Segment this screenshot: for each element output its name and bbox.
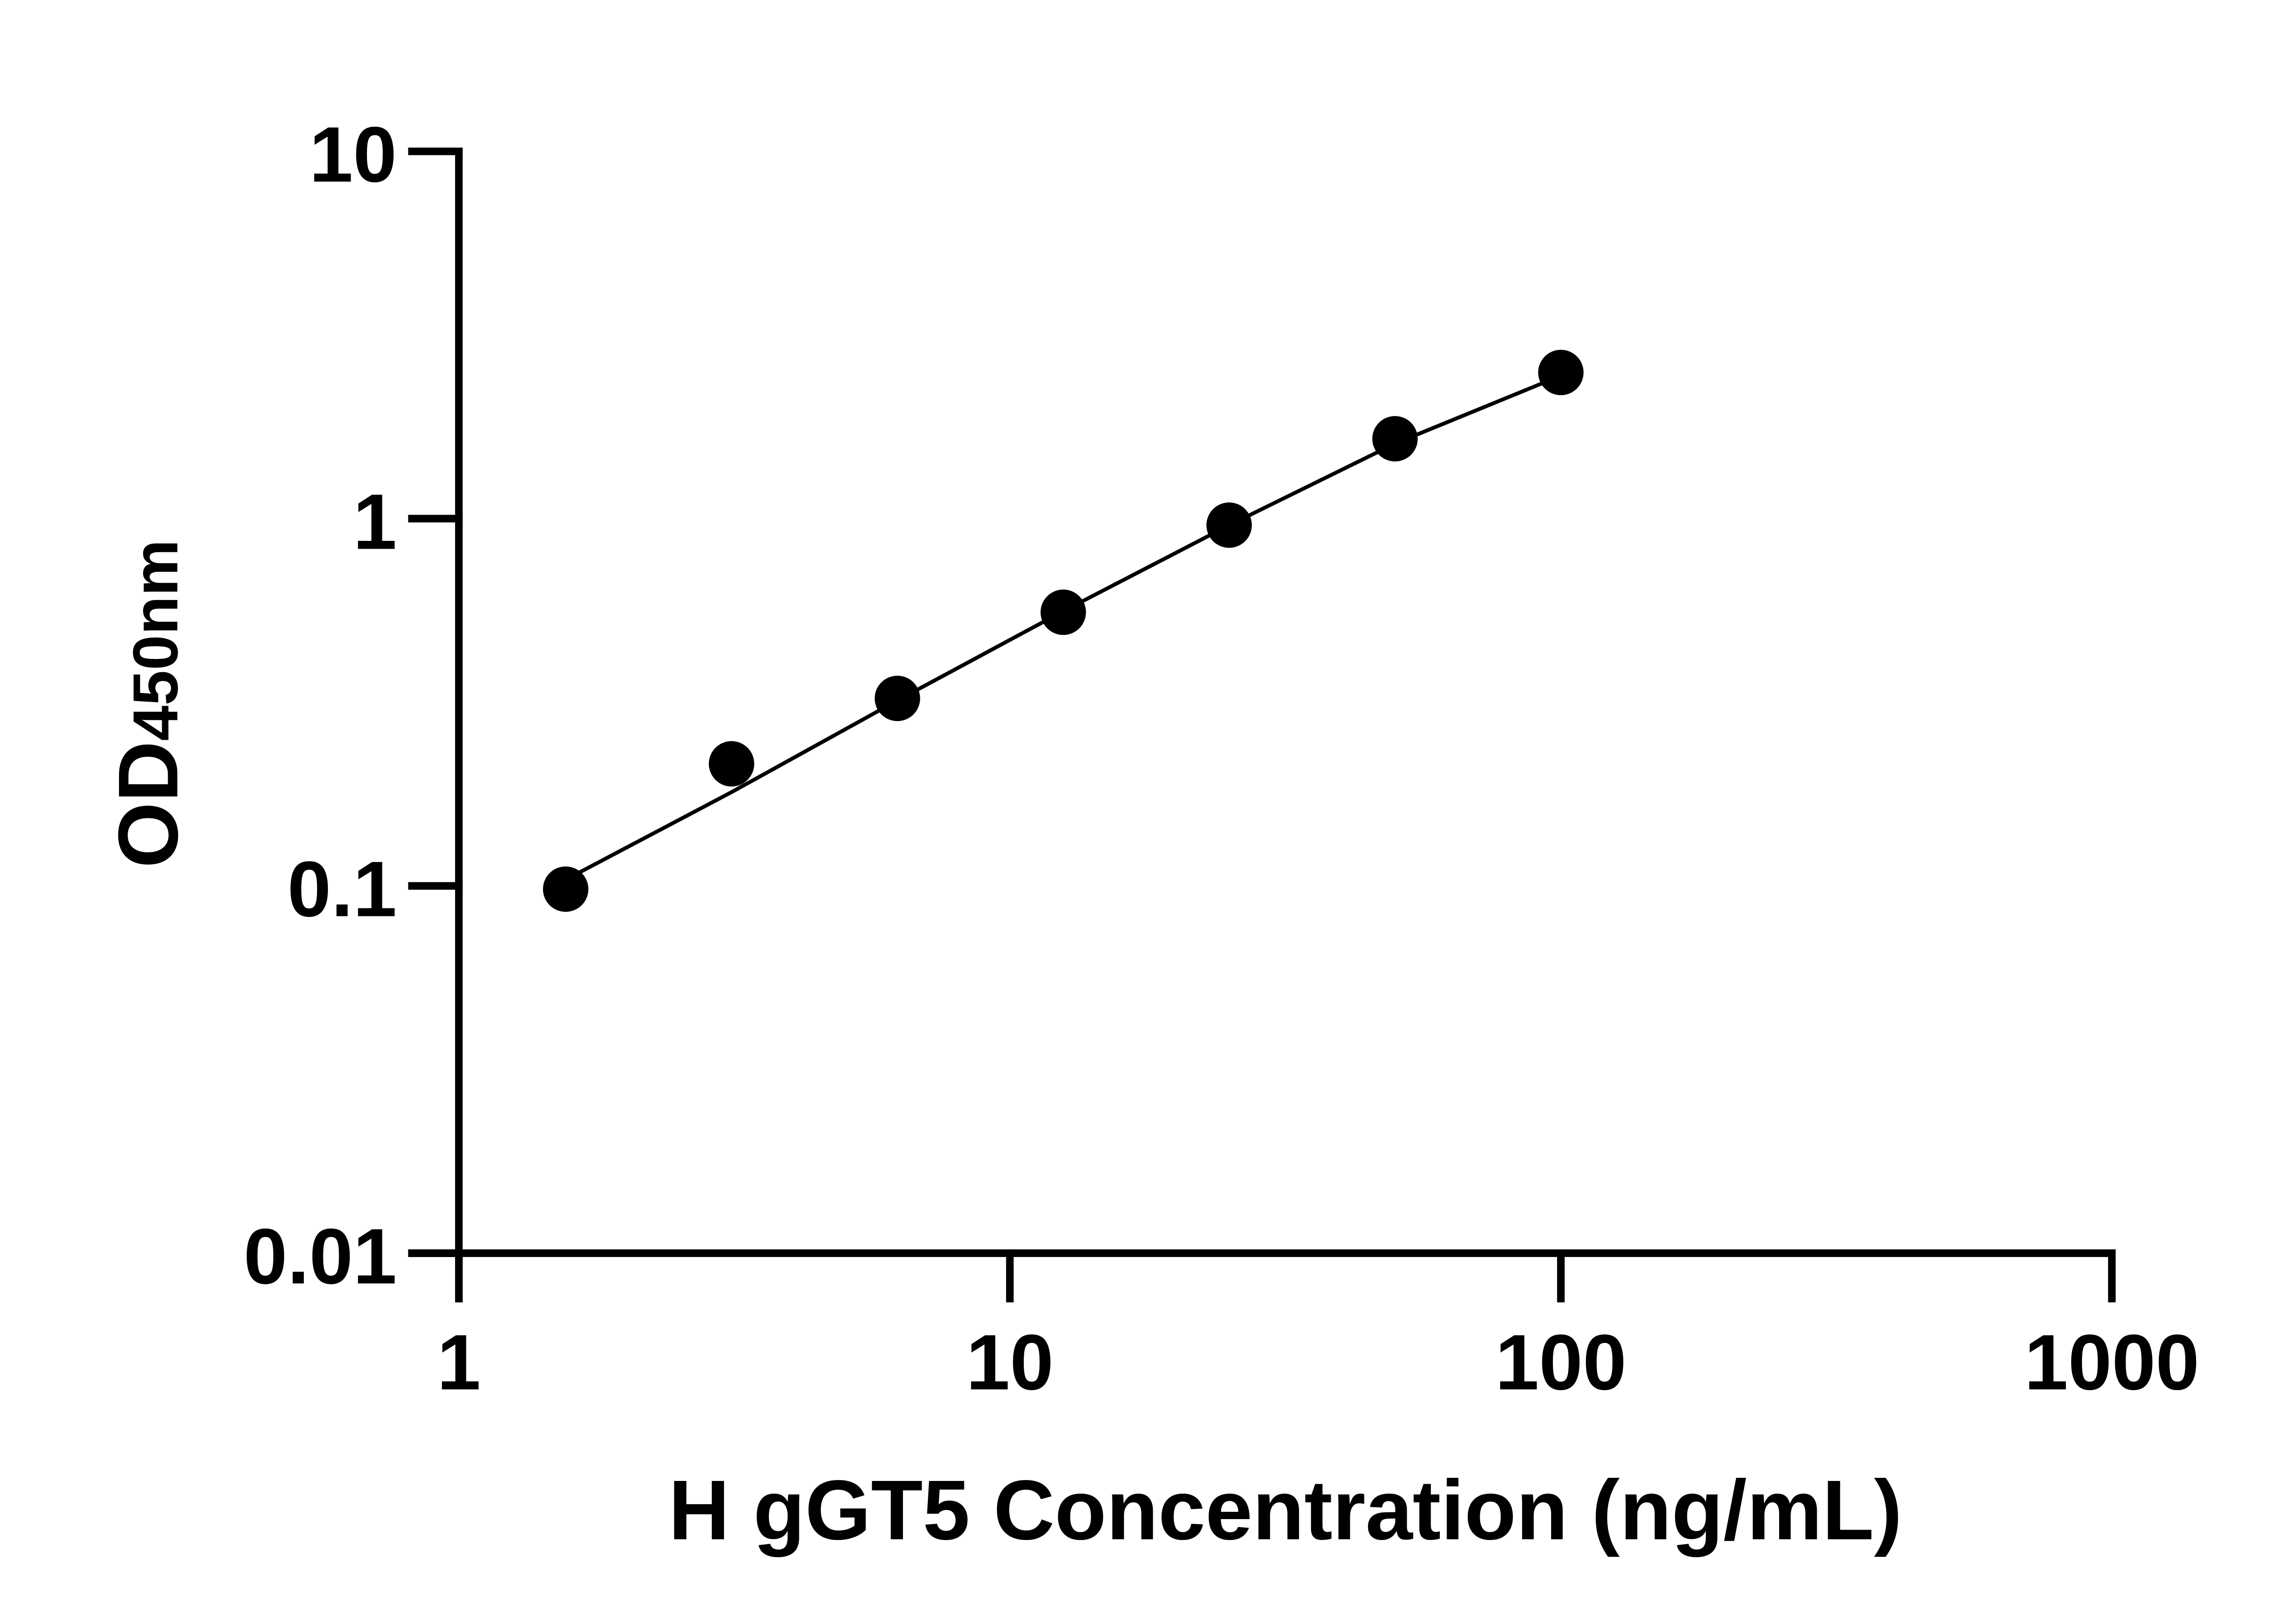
- data-point: [874, 675, 920, 721]
- x-tick-label: 1000: [2024, 1318, 2200, 1406]
- x-axis-label: H gGT5 Concentration (ng/mL): [669, 1462, 1902, 1557]
- y-tick-label: 10: [309, 110, 397, 198]
- y-tick-label: 0.1: [288, 845, 397, 933]
- data-point: [1538, 350, 1584, 396]
- axes: [408, 147, 2116, 1302]
- tick-labels: 0.01 0.1 1 10 1 10 100 1000: [243, 110, 2199, 1406]
- y-axis-label-sub: 450nm: [119, 540, 191, 741]
- x-tick-label: 100: [1495, 1318, 1626, 1406]
- y-tick-label: 1: [353, 478, 397, 566]
- data-point: [1040, 589, 1086, 635]
- data-point: [1372, 416, 1418, 462]
- y-axis-label: OD450nm: [100, 540, 195, 868]
- x-tick-label: 10: [966, 1318, 1054, 1406]
- y-axis-label-main: OD: [100, 741, 195, 868]
- data-points: [543, 350, 1584, 912]
- data-point: [1206, 502, 1252, 548]
- y-tick-label: 0.01: [243, 1212, 397, 1300]
- data-point: [543, 866, 589, 912]
- data-point: [709, 741, 754, 787]
- x-tick-label: 1: [437, 1318, 481, 1406]
